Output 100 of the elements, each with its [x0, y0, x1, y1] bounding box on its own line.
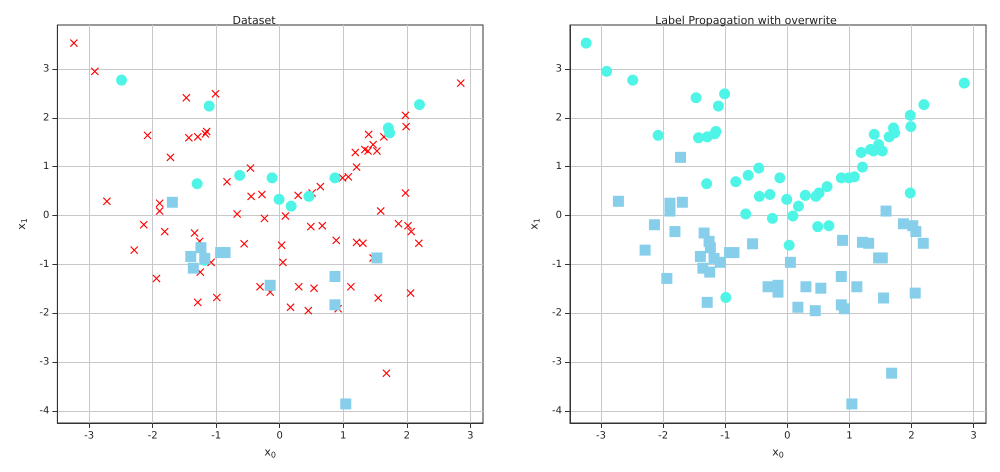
point — [904, 187, 916, 198]
y-tick-label: -4 — [39, 405, 50, 416]
point — [661, 272, 672, 284]
point — [192, 178, 203, 190]
point — [856, 146, 867, 158]
y-tick-label: 2 — [556, 112, 562, 124]
point — [784, 240, 795, 251]
point — [905, 121, 916, 132]
point — [851, 281, 862, 292]
point — [728, 247, 740, 258]
point — [784, 256, 796, 268]
point — [762, 281, 774, 292]
point — [754, 190, 765, 202]
y-tick-label: -2 — [552, 308, 562, 319]
point — [720, 292, 732, 303]
point — [793, 200, 804, 212]
point — [675, 152, 686, 163]
point — [188, 262, 199, 274]
chart-title: Dataset — [232, 14, 276, 27]
point — [220, 247, 231, 258]
point — [303, 190, 314, 202]
point — [838, 303, 850, 314]
point — [676, 196, 688, 208]
x-tick-label: 2 — [908, 430, 915, 442]
x-tick-label: 0 — [276, 430, 283, 442]
point — [800, 190, 811, 201]
point — [664, 206, 676, 217]
y-tick-label: -3 — [39, 356, 50, 368]
y-axis-title: x1 — [15, 218, 29, 230]
point — [878, 292, 890, 304]
point — [810, 305, 821, 316]
y-tick-label: -1 — [39, 258, 50, 270]
point — [714, 256, 726, 268]
point — [863, 238, 874, 249]
y-tick-label: 2 — [42, 112, 50, 124]
x-tick-label: 2 — [404, 430, 410, 442]
point — [904, 110, 916, 121]
point — [669, 226, 680, 238]
point — [876, 252, 888, 264]
point — [764, 188, 776, 200]
y-tick-label: 0 — [42, 210, 50, 221]
point — [166, 196, 178, 208]
point — [652, 130, 664, 141]
point — [812, 221, 824, 232]
point — [730, 176, 742, 188]
point — [329, 172, 340, 184]
x-tick-label: 3 — [467, 430, 474, 442]
y-tick-label: 0 — [556, 210, 562, 221]
point — [747, 238, 758, 250]
point — [648, 219, 660, 230]
point — [815, 282, 826, 294]
point — [918, 238, 929, 249]
point — [836, 172, 847, 184]
x-tick-label: 1 — [340, 430, 346, 442]
y-tick-label: -2 — [39, 308, 50, 319]
chart-title: Label Propagation with overwrite — [655, 14, 838, 27]
point — [185, 250, 196, 262]
y-tick-label: 1 — [42, 161, 50, 172]
x-tick-label: -2 — [658, 430, 668, 442]
y-tick-label: -1 — [552, 258, 562, 270]
point — [753, 162, 764, 174]
point — [792, 302, 804, 313]
x-tick-label: -3 — [84, 430, 94, 442]
point — [781, 194, 792, 205]
point — [774, 172, 786, 184]
point — [329, 270, 340, 282]
point — [371, 252, 382, 264]
point — [601, 66, 612, 77]
y-tick-label: 1 — [556, 161, 562, 172]
point — [204, 100, 215, 112]
point — [742, 170, 754, 181]
point — [958, 78, 970, 89]
point — [274, 194, 285, 205]
point — [701, 178, 712, 190]
point — [694, 250, 706, 262]
point — [822, 181, 833, 192]
point — [910, 226, 922, 238]
point — [810, 190, 822, 202]
point — [766, 212, 778, 224]
point — [580, 38, 592, 49]
point — [702, 296, 713, 308]
point — [414, 99, 425, 110]
point — [195, 242, 206, 254]
point — [234, 170, 246, 181]
point — [612, 196, 624, 207]
point — [704, 242, 716, 254]
point — [690, 92, 702, 104]
x-tick-label: 3 — [970, 430, 977, 442]
y-axis-title: x1 — [528, 218, 542, 230]
point — [740, 208, 752, 220]
point — [712, 100, 724, 112]
x-tick-label: 0 — [784, 430, 790, 442]
y-tick-label: -3 — [552, 356, 562, 368]
x-tick-label: 1 — [846, 430, 853, 442]
point — [266, 172, 278, 184]
y-tick-label: -4 — [552, 405, 562, 416]
point — [823, 220, 834, 232]
point — [329, 299, 340, 310]
point — [116, 74, 128, 86]
point — [884, 131, 895, 142]
